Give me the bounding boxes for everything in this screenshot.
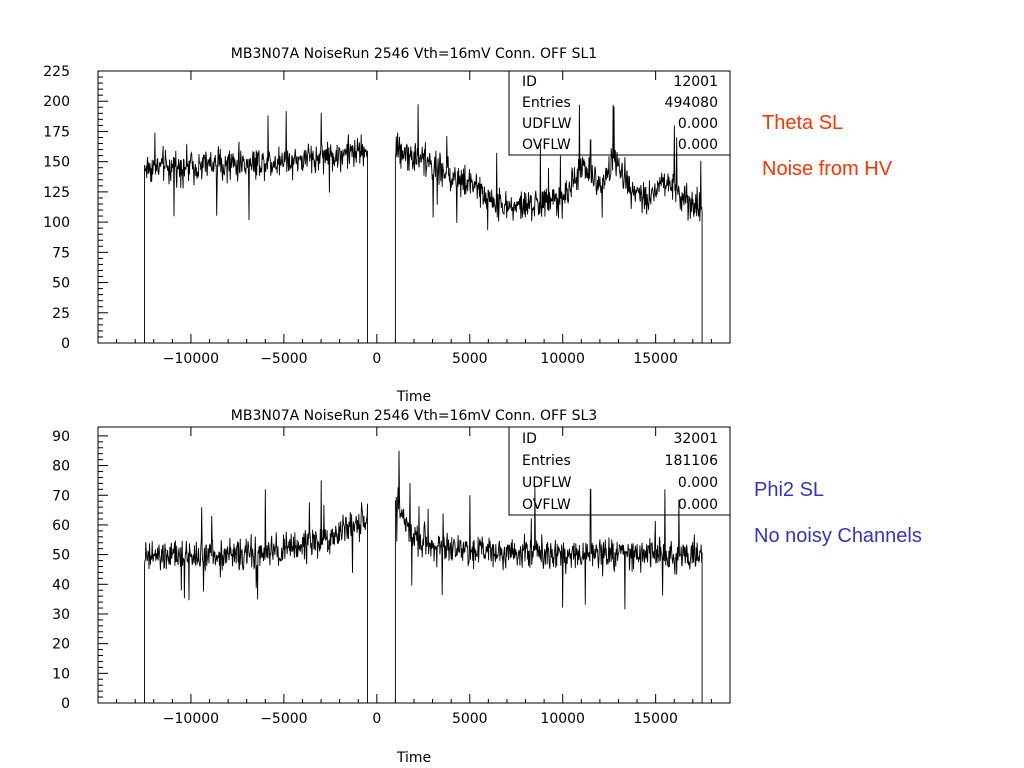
y-tick-label: 90 [52,429,70,445]
plot-title: MB3N07A NoiseRun 2546 Vth=16mV Conn. OFF… [231,46,597,62]
x-tick-label: 5000 [452,711,488,727]
annotation-noise-from-hv: Noise from HV [762,158,893,180]
stats-value: 0.000 [678,497,718,513]
plot-frame [97,70,731,344]
x-tick-label: −5000 [260,351,307,367]
y-tick-label: 175 [43,124,70,140]
noise-trace-segment [394,450,703,703]
y-tick-label: 10 [52,666,70,682]
stats-value: 0.000 [678,116,718,132]
x-axis-label: Time [396,750,431,766]
x-axis-label: Time [396,389,431,405]
axis-ticks: −10000 −5000 0 5000 10000 15000 0 25 50 75 100 125 1… [43,64,731,367]
stats-value: 494080 [665,95,718,111]
y-tick-label: 40 [52,577,70,593]
y-tick-label: 150 [43,155,70,171]
stats-value: 0.000 [678,475,718,491]
data-trace [144,450,703,703]
noise-trace-segment [144,480,368,703]
y-tick-label: 50 [52,276,70,292]
plot-frame [97,426,731,704]
annotation-theta-sl: Theta SL [762,112,844,134]
stats-value: 12001 [673,74,718,90]
x-tick-label: 0 [372,351,381,367]
stats-box: ID 32001 Entries 181106 UDFLW 0.000 OVFLW 0.000 [508,426,731,516]
stats-label: OVFLW [522,497,571,513]
annotation-phi2-sl: Phi2 SL [754,479,825,501]
y-tick-label: 50 [52,548,70,564]
plot-sl3: MB3N07A NoiseRun 2546 Vth=16mV Conn. OFF… [52,408,731,766]
x-tick-label: −10000 [163,711,219,727]
stats-label: Entries [522,453,571,469]
x-tick-label: 10000 [540,351,585,367]
stats-label: UDFLW [522,116,572,132]
y-tick-label: 100 [43,215,70,231]
x-tick-label: 0 [372,711,381,727]
y-tick-label: 125 [43,185,70,201]
y-tick-label: 0 [61,336,70,352]
y-tick-label: 20 [52,637,70,653]
y-tick-label: 225 [43,64,70,80]
stats-value: 181106 [665,453,719,469]
axis-ticks: −10000 −5000 0 5000 10000 15000 0 10 20 30 40 50 60 7… [52,427,731,727]
stats-label: Entries [522,95,571,111]
y-tick-label: 25 [52,306,70,322]
y-tick-label: 80 [52,459,70,475]
x-tick-label: 5000 [452,351,488,367]
y-tick-label: 70 [52,488,70,504]
x-tick-label: 10000 [540,711,585,727]
y-tick-label: 75 [52,245,70,261]
data-trace [144,104,703,343]
y-tick-label: 200 [43,94,70,110]
stats-value: 0.000 [678,137,718,153]
x-tick-label: 15000 [633,351,678,367]
plot-sl1: MB3N07A NoiseRun 2546 Vth=16mV Conn. OFF… [43,46,731,405]
y-tick-label: 60 [52,518,70,534]
stats-value: 32001 [673,431,718,447]
x-tick-label: −5000 [260,711,307,727]
y-tick-label: 0 [61,696,70,712]
plot-title: MB3N07A NoiseRun 2546 Vth=16mV Conn. OFF… [231,408,597,424]
noise-trace-segment [394,104,703,343]
stats-label: ID [522,74,537,90]
y-tick-label: 30 [52,607,70,623]
annotation-no-noisy-channels: No noisy Channels [754,525,922,547]
x-tick-label: 15000 [633,711,678,727]
stats-label: UDFLW [522,475,572,491]
x-tick-label: −10000 [163,351,219,367]
stats-box: ID 12001 Entries 494080 UDFLW 0.000 OVFLW 0.000 [508,70,731,156]
stats-label: OVFLW [522,137,571,153]
noise-trace-segment [144,111,368,343]
stats-label: ID [522,431,537,447]
